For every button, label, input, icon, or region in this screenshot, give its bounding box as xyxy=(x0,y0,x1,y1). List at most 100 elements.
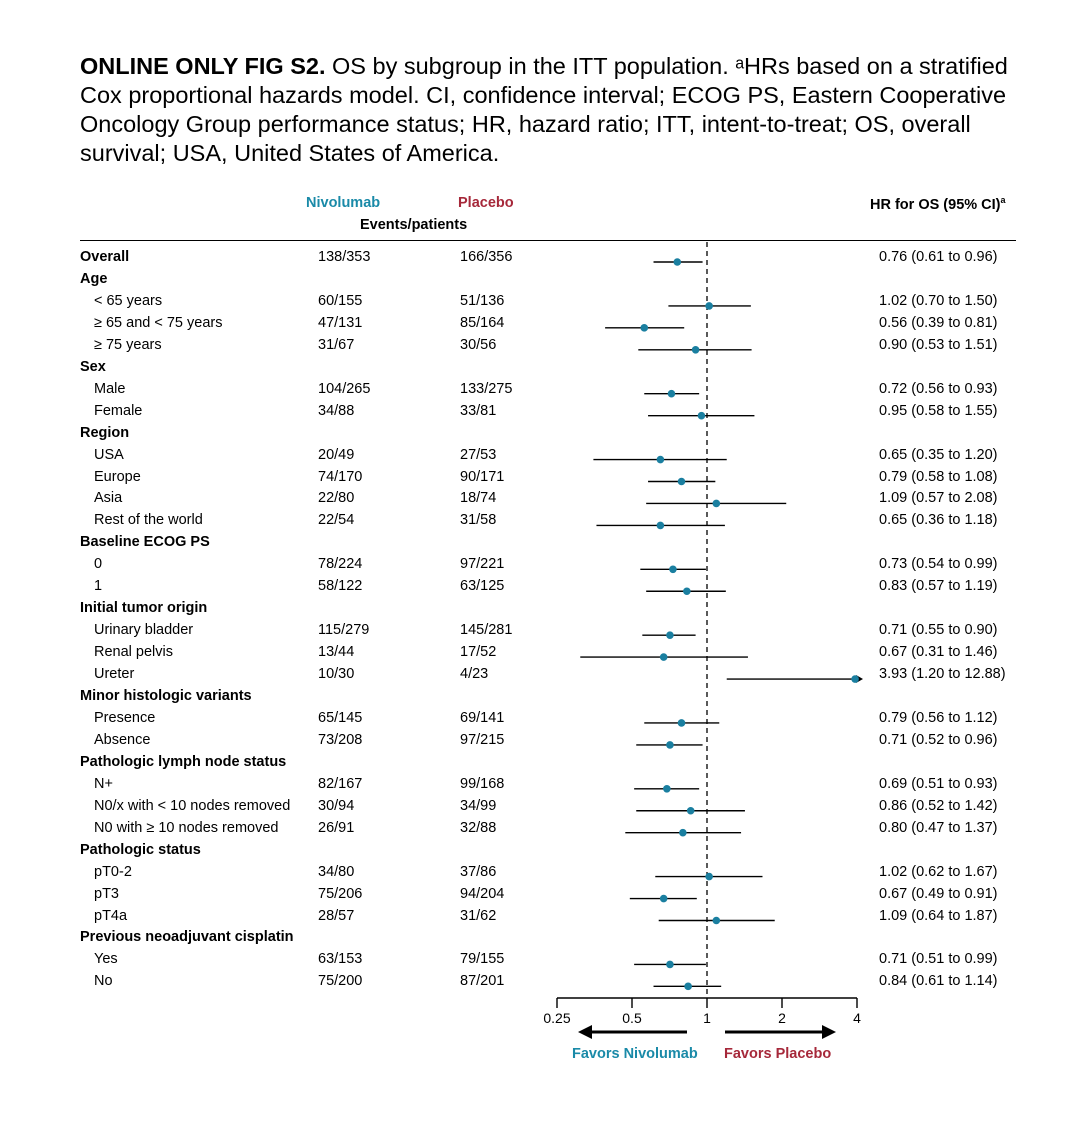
header-hr-label: HR for OS (95% CI) xyxy=(870,196,1001,213)
placebo-events: 32/88 xyxy=(460,819,497,836)
subgroup-row: Europe 74/170 90/171 0.79 (0.58 to 1.08) xyxy=(0,466,1080,488)
x-tick-label: 1 xyxy=(703,1010,711,1026)
placebo-events: 94/204 xyxy=(460,885,505,902)
hr-ci-value: 0.71 (0.52 to 0.96) xyxy=(879,731,998,748)
hr-point xyxy=(705,302,713,310)
subgroup-heading-row: Pathologic lymph node status xyxy=(0,751,1080,773)
nivolumab-events: 47/131 xyxy=(318,314,363,331)
hr-point xyxy=(691,346,700,354)
x-tick-label: 4 xyxy=(853,1010,861,1026)
placebo-events: 87/201 xyxy=(460,973,505,990)
subgroup-row: N0/x with < 10 nodes removed 30/94 34/99 0.… xyxy=(0,795,1080,817)
hr-point xyxy=(677,719,686,727)
subgroup-row: pT0-2 34/80 37/86 1.02 (0.62 to 1.67) xyxy=(0,861,1080,883)
subgroup-row: Yes 63/153 79/155 0.71 (0.51 to 0.99) xyxy=(0,948,1080,970)
hr-point xyxy=(666,631,674,639)
header-events: Events/patients xyxy=(360,217,468,233)
nivolumab-events: 28/57 xyxy=(318,907,355,924)
row-label: N0 with ≥ 10 nodes removed xyxy=(94,819,279,836)
hr-point xyxy=(640,324,649,332)
figure-caption: ONLINE ONLY FIG S2. OS by subgroup in th… xyxy=(80,52,1030,168)
row-label: Baseline ECOG PS xyxy=(80,534,210,551)
caption-text: OS by subgroup in the ITT population. ᵃH… xyxy=(80,53,1008,166)
hr-point xyxy=(683,587,691,596)
hr-ci-value: 3.93 (1.20 to 12.88) xyxy=(879,666,1006,683)
nivolumab-events: 30/94 xyxy=(318,797,355,814)
header-rule xyxy=(80,240,1016,241)
hr-point xyxy=(679,828,687,837)
favors-nivolumab-label: Favors Nivolumab xyxy=(572,1046,698,1062)
nivolumab-events: 58/122 xyxy=(318,578,363,595)
hr-point xyxy=(712,499,721,508)
hr-point xyxy=(673,258,682,266)
placebo-events: 97/215 xyxy=(460,731,505,748)
nivolumab-events: 74/170 xyxy=(318,468,363,485)
row-label: No xyxy=(94,973,113,990)
hr-ci-value: 0.83 (0.57 to 1.19) xyxy=(879,578,998,595)
row-label: Presence xyxy=(94,709,156,726)
row-label: N+ xyxy=(94,775,113,792)
subgroup-row: Urinary bladder 115/279 145/281 0.71 (0.55 … xyxy=(0,619,1080,641)
favors-placebo-arrowhead xyxy=(822,1025,836,1039)
row-label: Initial tumor origin xyxy=(80,600,208,617)
nivolumab-events: 13/44 xyxy=(318,644,355,661)
hr-ci-value: 0.95 (0.58 to 1.55) xyxy=(879,402,998,419)
row-label: Region xyxy=(80,424,130,441)
hr-ci-value: 0.67 (0.31 to 1.46) xyxy=(879,644,998,661)
placebo-events: 51/136 xyxy=(460,292,505,309)
nivolumab-events: 10/30 xyxy=(318,666,355,683)
hr-point xyxy=(851,675,859,683)
subgroup-row: N+ 82/167 99/168 0.69 (0.51 to 0.93) xyxy=(0,773,1080,795)
subgroup-row: Renal pelvis 13/44 17/52 0.67 (0.31 to 1.46… xyxy=(0,641,1080,663)
subgroup-row: ≥ 65 and < 75 years 47/131 85/164 0.56 (0.3… xyxy=(0,312,1080,334)
hr-ci-value: 1.09 (0.64 to 1.87) xyxy=(879,907,998,924)
hr-ci-value: 0.76 (0.61 to 0.96) xyxy=(879,249,998,265)
hr-ci-value: 0.73 (0.54 to 0.99) xyxy=(879,556,998,573)
row-label: pT0-2 xyxy=(94,863,132,880)
placebo-events: 31/62 xyxy=(460,907,497,924)
hr-ci-value: 0.79 (0.56 to 1.12) xyxy=(879,709,998,726)
subgroup-heading-row: Region xyxy=(0,422,1080,444)
row-label: Renal pelvis xyxy=(94,644,173,661)
subgroup-row: < 65 years 60/155 51/136 1.02 (0.70 to 1.50… xyxy=(0,290,1080,312)
row-label: Pathologic status xyxy=(80,841,201,858)
row-label: Pathologic lymph node status xyxy=(80,753,287,770)
placebo-events: 34/99 xyxy=(460,797,497,814)
hr-ci-value: 0.65 (0.36 to 1.18) xyxy=(879,512,998,529)
hr-point xyxy=(659,894,668,903)
nivolumab-events: 115/279 xyxy=(318,622,370,639)
subgroup-heading-row: Initial tumor origin xyxy=(0,597,1080,619)
hr-ci-value: 0.72 (0.56 to 0.93) xyxy=(879,380,998,397)
hr-ci-value: 1.02 (0.62 to 1.67) xyxy=(879,863,998,880)
nivolumab-events: 26/91 xyxy=(318,819,355,836)
row-label: 1 xyxy=(94,578,103,595)
row-label: Urinary bladder xyxy=(94,622,194,639)
header-nivolumab: Nivolumab xyxy=(306,195,381,211)
x-tick-label: 2 xyxy=(778,1010,786,1026)
hr-point xyxy=(705,872,713,881)
subgroup-row: USA 20/49 27/53 0.65 (0.35 to 1.20) xyxy=(0,444,1080,466)
hr-ci-value: 0.90 (0.53 to 1.51) xyxy=(879,336,998,353)
hr-point xyxy=(684,982,692,991)
subgroup-row: pT3 75/206 94/204 0.67 (0.49 to 0.91) xyxy=(0,883,1080,905)
hr-point xyxy=(677,477,686,486)
hr-point xyxy=(686,806,695,815)
placebo-events: 90/171 xyxy=(460,468,505,485)
nivolumab-events: 60/155 xyxy=(318,292,363,309)
nivolumab-events: 34/88 xyxy=(318,402,355,419)
nivolumab-events: 34/80 xyxy=(318,863,355,880)
row-label: 0 xyxy=(94,556,103,573)
placebo-events: 63/125 xyxy=(460,578,505,595)
nivolumab-events: 138/353 xyxy=(318,249,371,265)
subgroup-row: pT4a 28/57 31/62 1.09 (0.64 to 1.87) xyxy=(0,905,1080,927)
caption-bold: ONLINE ONLY FIG S2. xyxy=(80,53,326,79)
nivolumab-events: 104/265 xyxy=(318,380,371,397)
x-tick-label: 0.25 xyxy=(543,1010,570,1026)
row-label: Rest of the world xyxy=(94,512,203,529)
subgroup-heading-row: Age xyxy=(0,268,1080,290)
subgroup-row: Ureter 10/30 4/23 3.93 (1.20 to 12.88) xyxy=(0,663,1080,685)
row-label: Ureter xyxy=(94,666,135,683)
placebo-events: 18/74 xyxy=(460,490,497,507)
hr-point xyxy=(712,916,721,925)
nivolumab-events: 31/67 xyxy=(318,336,355,353)
